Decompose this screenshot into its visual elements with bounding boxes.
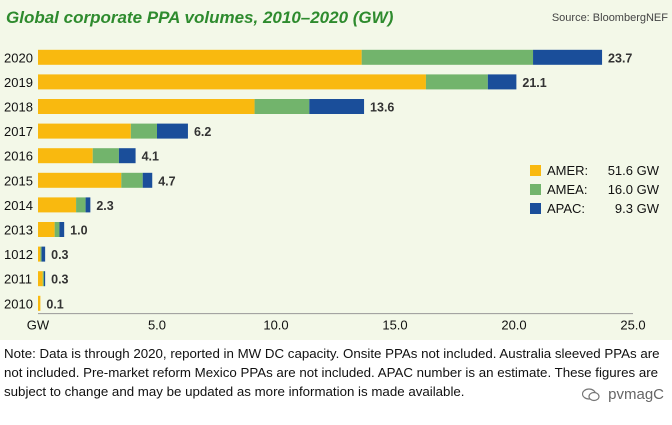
bar-segment-amea bbox=[130, 123, 157, 139]
bar-segment-apac bbox=[487, 74, 517, 90]
bar-segment-apac bbox=[533, 49, 603, 65]
bar-segment-apac bbox=[85, 197, 91, 213]
total-label: 0.1 bbox=[46, 297, 63, 311]
legend-item-amer: AMER: 51.6 GW bbox=[530, 161, 662, 180]
bar-segment-amea bbox=[254, 99, 310, 114]
category-label: 2020 bbox=[4, 50, 33, 65]
footnote: Note: Data is through 2020, reported in … bbox=[4, 346, 660, 399]
category-label: 2016 bbox=[4, 149, 33, 164]
bar-segment-amer bbox=[38, 49, 362, 65]
bar-segment-amea bbox=[76, 197, 86, 213]
bar-segment-amer bbox=[38, 74, 426, 90]
bar-segment-amer bbox=[38, 271, 43, 287]
total-label: 13.6 bbox=[370, 101, 394, 115]
legend-value-amer: 51.6 GW bbox=[607, 163, 659, 178]
legend-swatch-amea bbox=[530, 184, 541, 195]
total-label: 0.3 bbox=[51, 248, 68, 262]
chat-bubble-icon bbox=[582, 387, 600, 401]
total-label: 6.2 bbox=[194, 125, 211, 139]
total-label: 21.1 bbox=[522, 76, 546, 90]
legend: AMER: 51.6 GW AMEA: 16.0 GW APAC: 9.3 GW bbox=[530, 161, 662, 227]
legend-swatch-amer bbox=[530, 165, 541, 176]
bar-segment-amea bbox=[42, 271, 44, 287]
legend-swatch-apac bbox=[530, 203, 541, 214]
bar-segment-amer bbox=[38, 222, 55, 237]
bar-segment-apac bbox=[43, 271, 46, 287]
bar-segment-apac bbox=[59, 222, 65, 237]
source-label: Source: BloombergNEF bbox=[551, 12, 668, 24]
bar-segment-amea bbox=[92, 148, 119, 164]
watermark: pvmagC bbox=[582, 386, 664, 403]
total-label: 4.7 bbox=[158, 174, 175, 188]
category-label: 1012 bbox=[4, 247, 33, 262]
legend-value-amea: 16.0 GW bbox=[607, 182, 659, 197]
total-label: 1.0 bbox=[70, 224, 87, 238]
bar-segment-amer bbox=[38, 295, 41, 311]
bar-segment-apac bbox=[157, 123, 188, 139]
chart-panel: Global corporate PPA volumes, 2010–2020 … bbox=[0, 0, 672, 340]
bar-segment-amer bbox=[38, 197, 77, 213]
bar-segment-apac bbox=[118, 148, 136, 164]
x-tick-label: 10.0 bbox=[263, 318, 288, 333]
legend-item-amea: AMEA: 16.0 GW bbox=[530, 180, 662, 199]
bar-chart: 2020 23.7 2019 21.1 2018 13.6 2017 6.2 2016 4.1 20… bbox=[4, 49, 646, 333]
bar-segment-amea bbox=[54, 222, 60, 237]
category-label: 2014 bbox=[4, 198, 33, 213]
legend-item-apac: APAC: 9.3 GW bbox=[530, 199, 662, 218]
x-tick-label: 15.0 bbox=[382, 318, 407, 333]
bar-segment-amer bbox=[38, 123, 131, 139]
bar-segment-amer bbox=[38, 148, 93, 164]
bar-segment-amea bbox=[121, 172, 143, 188]
bar-segment-apac bbox=[309, 99, 365, 114]
category-label: 2017 bbox=[4, 124, 33, 139]
category-label: 2019 bbox=[4, 75, 33, 90]
x-tick-label: 25.0 bbox=[620, 318, 645, 333]
total-label: 0.3 bbox=[51, 273, 68, 287]
category-label: 2010 bbox=[4, 296, 33, 311]
legend-label-amer: AMER: bbox=[547, 163, 589, 178]
bar-segment-amea bbox=[425, 74, 488, 90]
category-label: 2013 bbox=[4, 223, 33, 238]
chart-title: Global corporate PPA volumes, 2010–2020 … bbox=[6, 8, 394, 27]
bar-segment-amea bbox=[40, 246, 42, 262]
watermark-text: pvmagC bbox=[608, 386, 664, 403]
x-tick-label: 5.0 bbox=[148, 318, 166, 333]
total-label: 2.3 bbox=[96, 199, 113, 213]
bar-segment-amer bbox=[38, 172, 122, 188]
x-tick-label: 20.0 bbox=[501, 318, 526, 333]
bar-segment-apac bbox=[41, 246, 46, 262]
bar-segment-amea bbox=[361, 49, 534, 65]
legend-label-amea: AMEA: bbox=[547, 182, 588, 197]
category-label: 2011 bbox=[4, 272, 32, 287]
legend-value-apac: 9.3 GW bbox=[614, 201, 659, 216]
total-label: 23.7 bbox=[608, 51, 632, 65]
category-label: 2015 bbox=[4, 173, 33, 188]
total-label: 4.1 bbox=[142, 150, 159, 164]
bar-segment-amer bbox=[38, 99, 255, 114]
x-tick-label: GW bbox=[27, 318, 50, 333]
bar-segment-apac bbox=[142, 172, 153, 188]
legend-label-apac: APAC: bbox=[547, 201, 586, 216]
bar-segment-amer bbox=[38, 246, 41, 262]
category-label: 2018 bbox=[4, 100, 33, 115]
